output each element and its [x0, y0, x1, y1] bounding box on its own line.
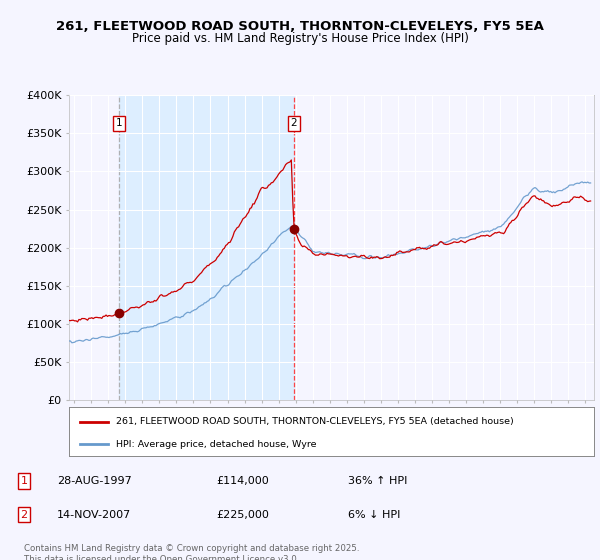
Text: 261, FLEETWOOD ROAD SOUTH, THORNTON-CLEVELEYS, FY5 5EA: 261, FLEETWOOD ROAD SOUTH, THORNTON-CLEV… [56, 20, 544, 32]
Text: £225,000: £225,000 [216, 510, 269, 520]
Bar [119, 95, 293, 400]
Text: 1: 1 [20, 476, 28, 486]
Text: £114,000: £114,000 [216, 476, 269, 486]
Text: 36% ↑ HPI: 36% ↑ HPI [348, 476, 407, 486]
Text: 28-AUG-1997: 28-AUG-1997 [57, 476, 132, 486]
Text: 2: 2 [20, 510, 28, 520]
Text: Contains HM Land Registry data © Crown copyright and database right 2025.
This d: Contains HM Land Registry data © Crown c… [24, 544, 359, 560]
Text: 261, FLEETWOOD ROAD SOUTH, THORNTON-CLEVELEYS, FY5 5EA (detached house): 261, FLEETWOOD ROAD SOUTH, THORNTON-CLEV… [116, 417, 514, 426]
Text: 6% ↓ HPI: 6% ↓ HPI [348, 510, 400, 520]
Text: 1: 1 [116, 118, 122, 128]
Text: HPI: Average price, detached house, Wyre: HPI: Average price, detached house, Wyre [116, 440, 317, 449]
Text: 14-NOV-2007: 14-NOV-2007 [57, 510, 131, 520]
Text: Price paid vs. HM Land Registry's House Price Index (HPI): Price paid vs. HM Land Registry's House … [131, 32, 469, 45]
Text: 2: 2 [290, 118, 297, 128]
